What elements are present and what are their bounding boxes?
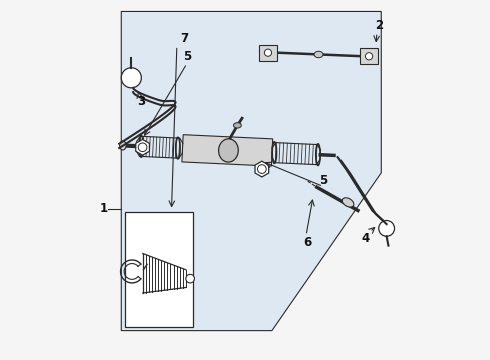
Bar [361, 48, 378, 64]
Polygon shape [255, 161, 269, 177]
Ellipse shape [343, 198, 354, 207]
Ellipse shape [120, 141, 126, 150]
Polygon shape [122, 12, 381, 330]
Bar [125, 212, 193, 327]
Circle shape [265, 49, 271, 56]
Text: 2: 2 [375, 19, 384, 32]
Bar [259, 45, 276, 60]
Circle shape [366, 53, 373, 60]
Ellipse shape [233, 123, 242, 128]
Text: 1: 1 [99, 202, 107, 215]
Circle shape [379, 221, 394, 236]
Text: 5: 5 [183, 50, 191, 63]
Ellipse shape [314, 51, 323, 58]
Text: 3: 3 [137, 95, 145, 108]
Circle shape [186, 274, 195, 283]
Text: 4: 4 [361, 231, 369, 244]
Ellipse shape [219, 139, 238, 162]
Text: 7: 7 [180, 32, 188, 45]
Circle shape [122, 68, 141, 88]
Text: 5: 5 [319, 174, 327, 186]
Text: 6: 6 [304, 236, 312, 249]
Polygon shape [182, 135, 272, 166]
Polygon shape [136, 139, 149, 155]
